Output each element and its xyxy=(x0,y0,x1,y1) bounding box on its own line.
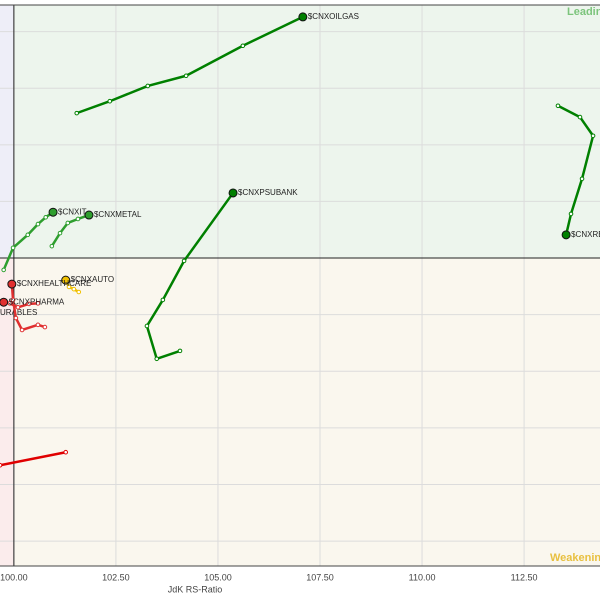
trail-point xyxy=(10,297,16,303)
trail-point xyxy=(107,98,113,104)
annotation: URABLES xyxy=(0,308,37,317)
x-tick-label: 105.00 xyxy=(204,572,232,582)
trail-point xyxy=(577,114,583,120)
trail-point xyxy=(65,220,71,226)
trail-point xyxy=(25,232,31,238)
trail-point xyxy=(26,301,32,307)
trail xyxy=(556,104,595,237)
head-point xyxy=(84,210,94,220)
trail-point xyxy=(177,348,183,354)
trail-point xyxy=(13,315,19,321)
quadrant-label: Leading xyxy=(567,6,600,18)
trail-point xyxy=(181,258,187,264)
x-tick-label: 107.50 xyxy=(306,572,334,582)
trail-point xyxy=(43,214,49,220)
trail-point xyxy=(183,73,189,79)
x-axis-title: JdK RS-Ratio xyxy=(168,584,223,594)
x-tick-label: 100.00 xyxy=(0,572,28,582)
quadrant-weakening xyxy=(13,258,600,566)
trail-point xyxy=(555,103,561,109)
trail-point xyxy=(42,324,48,330)
trail-point xyxy=(240,43,246,49)
series-label: $CNXAUTO xyxy=(71,275,114,284)
trail-point xyxy=(35,322,41,328)
trail-point xyxy=(57,230,63,236)
head-point xyxy=(48,207,58,217)
trail xyxy=(145,191,235,361)
trail xyxy=(75,15,305,115)
trail-point xyxy=(1,267,6,273)
quadrant-improving xyxy=(0,5,14,259)
head-point xyxy=(298,12,308,22)
trail xyxy=(0,450,67,467)
trail-point xyxy=(160,297,166,303)
series-label: $CNXOILGAS xyxy=(308,12,359,21)
trail-point xyxy=(76,289,82,295)
trail-point xyxy=(63,449,69,455)
trail-point xyxy=(35,301,41,306)
series-label: $CNXMETAL xyxy=(94,210,142,219)
head-point xyxy=(228,188,238,198)
head-point xyxy=(61,275,71,285)
trail-point xyxy=(154,356,160,362)
trail-point xyxy=(579,176,585,182)
trail-point xyxy=(590,133,596,139)
trail-point xyxy=(10,245,16,251)
trail-point xyxy=(144,323,150,329)
series-label: $CNXHEALTHCARE xyxy=(17,279,92,288)
trail-point xyxy=(74,110,80,116)
series-label: $CNXREALTY xyxy=(571,230,600,239)
trail-point xyxy=(0,462,3,468)
series-label: $CNXPSUBANK xyxy=(238,188,298,197)
quadrant-leading xyxy=(13,5,600,259)
head-point xyxy=(0,297,9,307)
trail-point xyxy=(49,243,55,249)
trail-point xyxy=(75,216,81,222)
head-point xyxy=(561,230,571,240)
trail-point xyxy=(568,211,574,217)
trail-point xyxy=(19,327,25,333)
trail-point xyxy=(71,286,77,292)
x-tick-label: 110.00 xyxy=(409,572,436,582)
trail-point xyxy=(145,83,151,89)
head-point xyxy=(7,279,17,289)
x-tick-label: 102.50 xyxy=(102,572,130,582)
series-label: $CNXPHARMA xyxy=(9,297,65,306)
trail-point xyxy=(66,284,72,290)
quadrant-lagging xyxy=(0,258,14,566)
series-label: $CNXIT xyxy=(58,207,87,216)
x-tick-label: 112.50 xyxy=(511,572,538,582)
trail-point xyxy=(15,304,21,310)
trail-point xyxy=(35,221,41,227)
quadrant-label: Weakening xyxy=(550,552,600,564)
